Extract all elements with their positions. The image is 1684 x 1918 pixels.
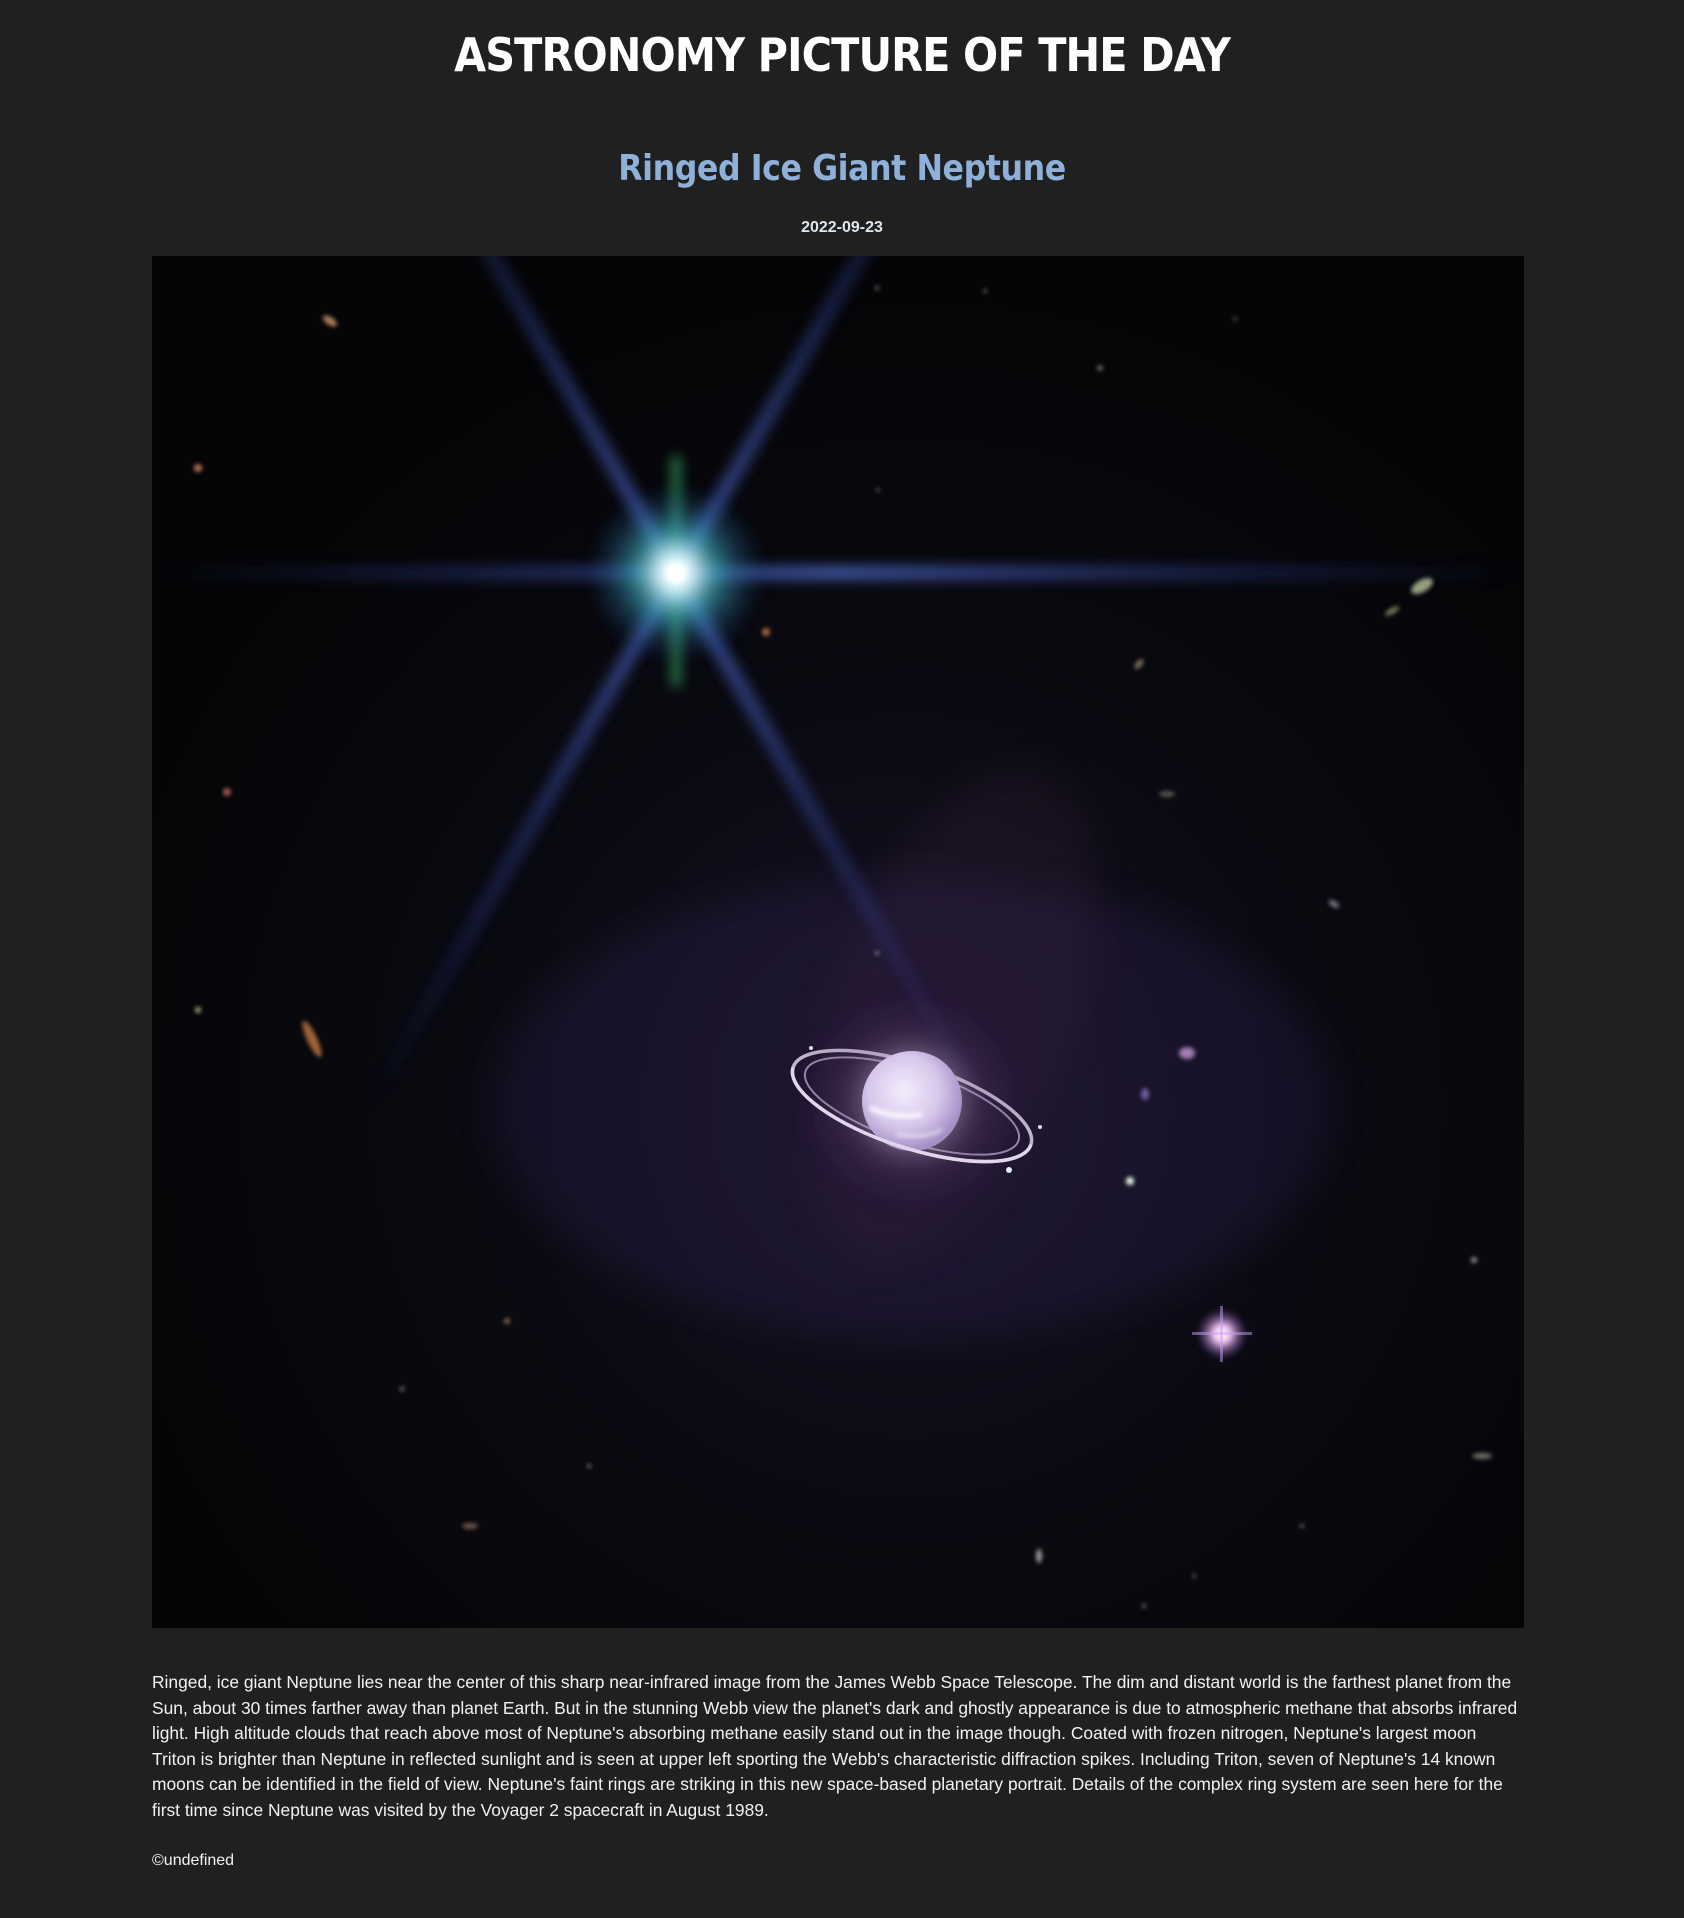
picture-date: 2022-09-23 <box>801 219 883 236</box>
apod-image[interactable] <box>152 256 1524 1628</box>
site-title: ASTRONOMY PICTURE OF THE DAY <box>454 28 1231 82</box>
picture-explanation: Ringed, ice giant Neptune lies near the … <box>152 1672 1518 1820</box>
picture-title: Ringed Ice Giant Neptune <box>618 148 1066 189</box>
copyright-text: ©undefined <box>152 1852 235 1869</box>
neptune-image-graphic <box>152 256 1524 1628</box>
